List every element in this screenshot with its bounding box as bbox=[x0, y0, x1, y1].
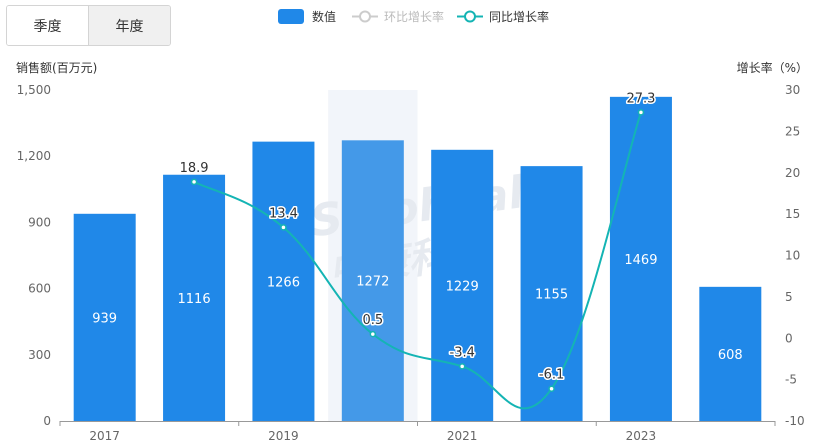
y2-tick-label: -5 bbox=[785, 373, 797, 387]
y-axis-title: 销售额(百万元) bbox=[16, 60, 97, 75]
bar-value-label: 1155 bbox=[535, 288, 568, 303]
bar[interactable] bbox=[163, 174, 226, 421]
bar-value-label: 1116 bbox=[178, 292, 211, 307]
legend-label: 同比增长率 bbox=[489, 9, 549, 24]
period-tabs: 季度 年度 bbox=[6, 5, 171, 46]
x-tick-label: 2019 bbox=[268, 429, 299, 443]
bar-value-label: 608 bbox=[718, 348, 743, 363]
legend-label: 数值 bbox=[312, 9, 336, 24]
y-tick-label: 1,200 bbox=[17, 149, 51, 163]
tab-yearly[interactable]: 年度 bbox=[88, 6, 170, 45]
bar-value-label: 1469 bbox=[624, 253, 657, 268]
line-point[interactable] bbox=[637, 109, 645, 116]
line-point[interactable] bbox=[369, 330, 377, 338]
y2-tick-label: -10 bbox=[785, 414, 805, 428]
y-tick-label: 300 bbox=[28, 348, 51, 362]
bar-value-label: 1272 bbox=[356, 275, 389, 290]
legend-label: 环比增长率 bbox=[384, 9, 444, 24]
y2-axis-title: 增长率（%） bbox=[737, 60, 808, 75]
legend-swatch-bar[interactable] bbox=[278, 9, 304, 24]
x-tick-label: 2021 bbox=[447, 429, 478, 443]
y-tick-label: 600 bbox=[28, 282, 51, 296]
y2-tick-label: 15 bbox=[785, 207, 800, 221]
line-point-label: -6.1 bbox=[539, 368, 564, 383]
x-tick-label: 2017 bbox=[89, 429, 120, 443]
bar[interactable] bbox=[341, 140, 404, 421]
tab-quarterly[interactable]: 季度 bbox=[7, 6, 88, 45]
x-tick-label: 2023 bbox=[626, 429, 657, 443]
line-point[interactable] bbox=[548, 385, 555, 392]
bar[interactable] bbox=[73, 213, 136, 421]
line-point[interactable] bbox=[190, 178, 198, 186]
line-point-label: 27.3 bbox=[626, 91, 655, 106]
line-point[interactable] bbox=[458, 363, 466, 370]
y2-tick-label: 25 bbox=[785, 124, 800, 138]
bar[interactable] bbox=[252, 141, 315, 422]
legend-swatch-marker bbox=[464, 10, 476, 23]
y2-tick-label: 0 bbox=[785, 331, 793, 345]
line-point-label: 18.9 bbox=[180, 161, 209, 176]
legend-swatch-marker bbox=[359, 10, 371, 23]
bar[interactable] bbox=[699, 286, 762, 421]
y-tick-label: 900 bbox=[28, 215, 51, 229]
bar[interactable] bbox=[609, 96, 672, 421]
bar[interactable] bbox=[431, 149, 494, 421]
bar[interactable] bbox=[520, 166, 583, 421]
y2-tick-label: 20 bbox=[785, 166, 800, 180]
y-tick-label: 1,500 bbox=[17, 83, 51, 97]
bar-value-label: 1229 bbox=[446, 279, 479, 294]
y2-tick-label: 5 bbox=[785, 290, 793, 304]
bar-value-label: 1266 bbox=[267, 275, 300, 290]
line-point-label: -3.4 bbox=[450, 345, 475, 360]
y2-tick-label: 10 bbox=[785, 249, 800, 263]
y2-tick-label: 30 bbox=[785, 83, 800, 97]
line-point-label: 0.5 bbox=[362, 313, 383, 328]
bar-value-label: 939 bbox=[92, 311, 117, 326]
line-point-label: 13.4 bbox=[269, 206, 298, 221]
line-point[interactable] bbox=[280, 224, 287, 231]
y-tick-label: 0 bbox=[43, 414, 51, 428]
